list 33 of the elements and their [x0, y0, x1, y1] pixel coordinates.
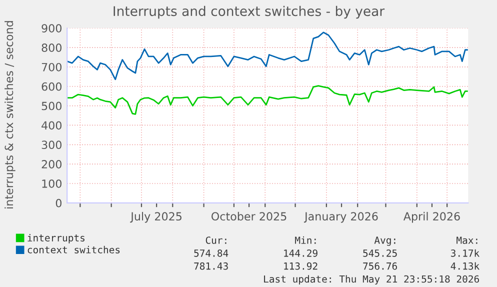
y-tick-label: 0 [56, 198, 62, 208]
text: 4.13k [450, 262, 480, 270]
text: Min: [295, 236, 316, 244]
y-axis-title: interrupts & ctx switches / second [4, 21, 16, 208]
y-tick-label: 400 [42, 121, 62, 130]
y-tick-label: 100 [42, 179, 62, 188]
text: 144.29 [284, 249, 318, 257]
text: 3.17k [450, 249, 480, 257]
text: Cur: [206, 236, 226, 244]
line-series [67, 32, 468, 80]
x-tick-label: October 2025 [212, 212, 286, 221]
text: 574.84 [194, 249, 228, 257]
text: 113.92 [284, 262, 318, 270]
x-tick-label: July 2025 [130, 212, 182, 223]
y-tick-label: 200 [42, 160, 62, 168]
y-tick-label: 600 [42, 82, 62, 91]
y-tick-label: 500 [42, 102, 62, 110]
legend-label: interrupts [28, 234, 84, 244]
legend-label: context switches [28, 246, 120, 254]
x-tick-label: April 2026 [403, 212, 460, 223]
y-tick-label: 300 [42, 140, 62, 150]
line-series [67, 85, 468, 115]
text: Last update: Thu May 21 23:55:18 2026 [264, 275, 479, 285]
text: 781.43 [194, 262, 228, 270]
chart-title: Interrupts and context switches - by year [114, 6, 385, 19]
y-tick-label: 800 [42, 44, 62, 52]
text: 545.25 [363, 249, 397, 257]
y-tick-label: 900 [42, 24, 62, 33]
text: 756.76 [363, 262, 397, 270]
text: Max: [456, 236, 478, 244]
y-tick-label: 700 [42, 62, 62, 72]
text: Avg: [374, 236, 396, 246]
x-tick-label: January 2026 [304, 212, 378, 223]
